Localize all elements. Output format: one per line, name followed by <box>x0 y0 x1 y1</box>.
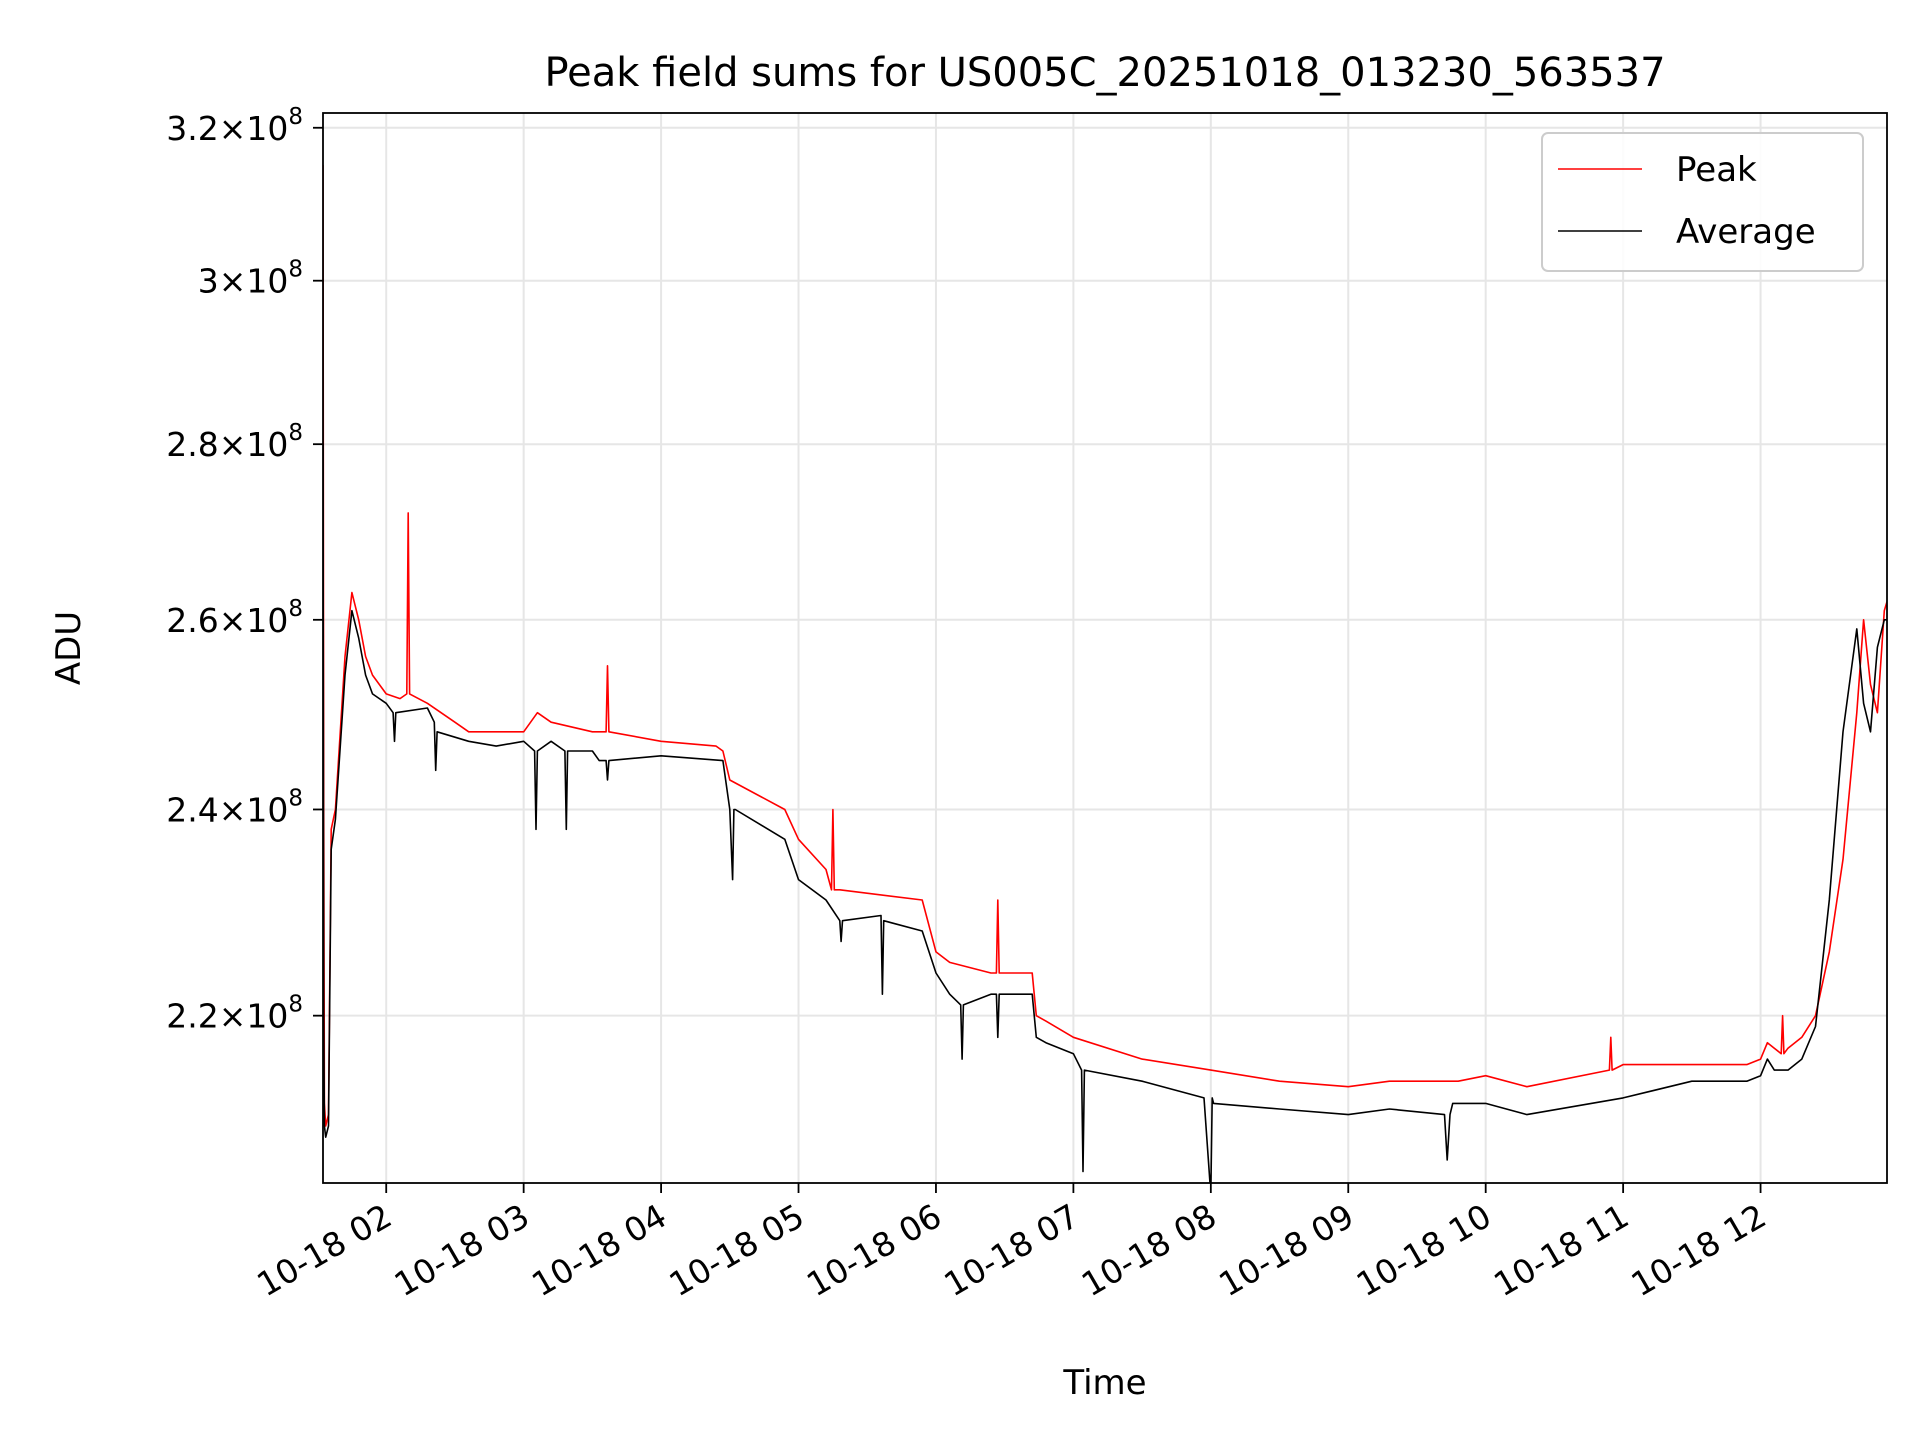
y-tick-exponent: 8 <box>288 257 303 283</box>
grid-lines <box>323 113 1887 1183</box>
y-tick-label: 3.2×108 <box>166 104 303 148</box>
y-tick-mantissa: 2.4×10 <box>166 790 288 829</box>
y-tick-exponent: 8 <box>288 785 303 811</box>
y-tick-mantissa: 3.2×10 <box>166 109 288 148</box>
y-tick-exponent: 8 <box>288 596 303 622</box>
legend: Peak Average <box>1541 132 1864 272</box>
plot-frame <box>322 112 1888 1184</box>
y-tick-mantissa: 3×10 <box>198 262 289 301</box>
chart-title: Peak field sums for US005C_20251018_0132… <box>544 50 1665 96</box>
series-line-average <box>323 444 1887 1183</box>
y-tick-exponent: 8 <box>288 992 303 1018</box>
y-axis-label: ADU <box>49 611 89 685</box>
y-tick-exponent: 8 <box>288 420 303 446</box>
series-lines <box>323 165 1887 1183</box>
legend-label-peak: Peak <box>1676 150 1757 190</box>
y-tick-label: 2.2×108 <box>166 992 303 1036</box>
y-tick-exponent: 8 <box>288 104 303 130</box>
series-line-peak <box>323 165 1887 1127</box>
y-tick-label: 2.4×108 <box>166 785 303 829</box>
y-tick-mantissa: 2.6×10 <box>166 601 288 640</box>
legend-box <box>1541 132 1864 272</box>
y-tick-label: 2.6×108 <box>166 596 303 640</box>
y-tick-mantissa: 2.2×10 <box>166 997 288 1036</box>
y-tick-mantissa: 2.8×10 <box>166 425 288 464</box>
y-tick-label: 2.8×108 <box>166 420 303 464</box>
legend-label-average: Average <box>1676 212 1816 252</box>
y-tick-label: 3×108 <box>198 257 303 301</box>
x-axis-label: Time <box>1062 1363 1146 1403</box>
